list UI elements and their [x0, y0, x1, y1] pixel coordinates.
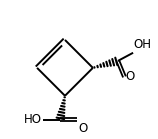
- Text: HO: HO: [24, 113, 42, 126]
- Text: O: O: [125, 70, 135, 83]
- Text: OH: OH: [134, 38, 152, 51]
- Text: O: O: [78, 122, 87, 135]
